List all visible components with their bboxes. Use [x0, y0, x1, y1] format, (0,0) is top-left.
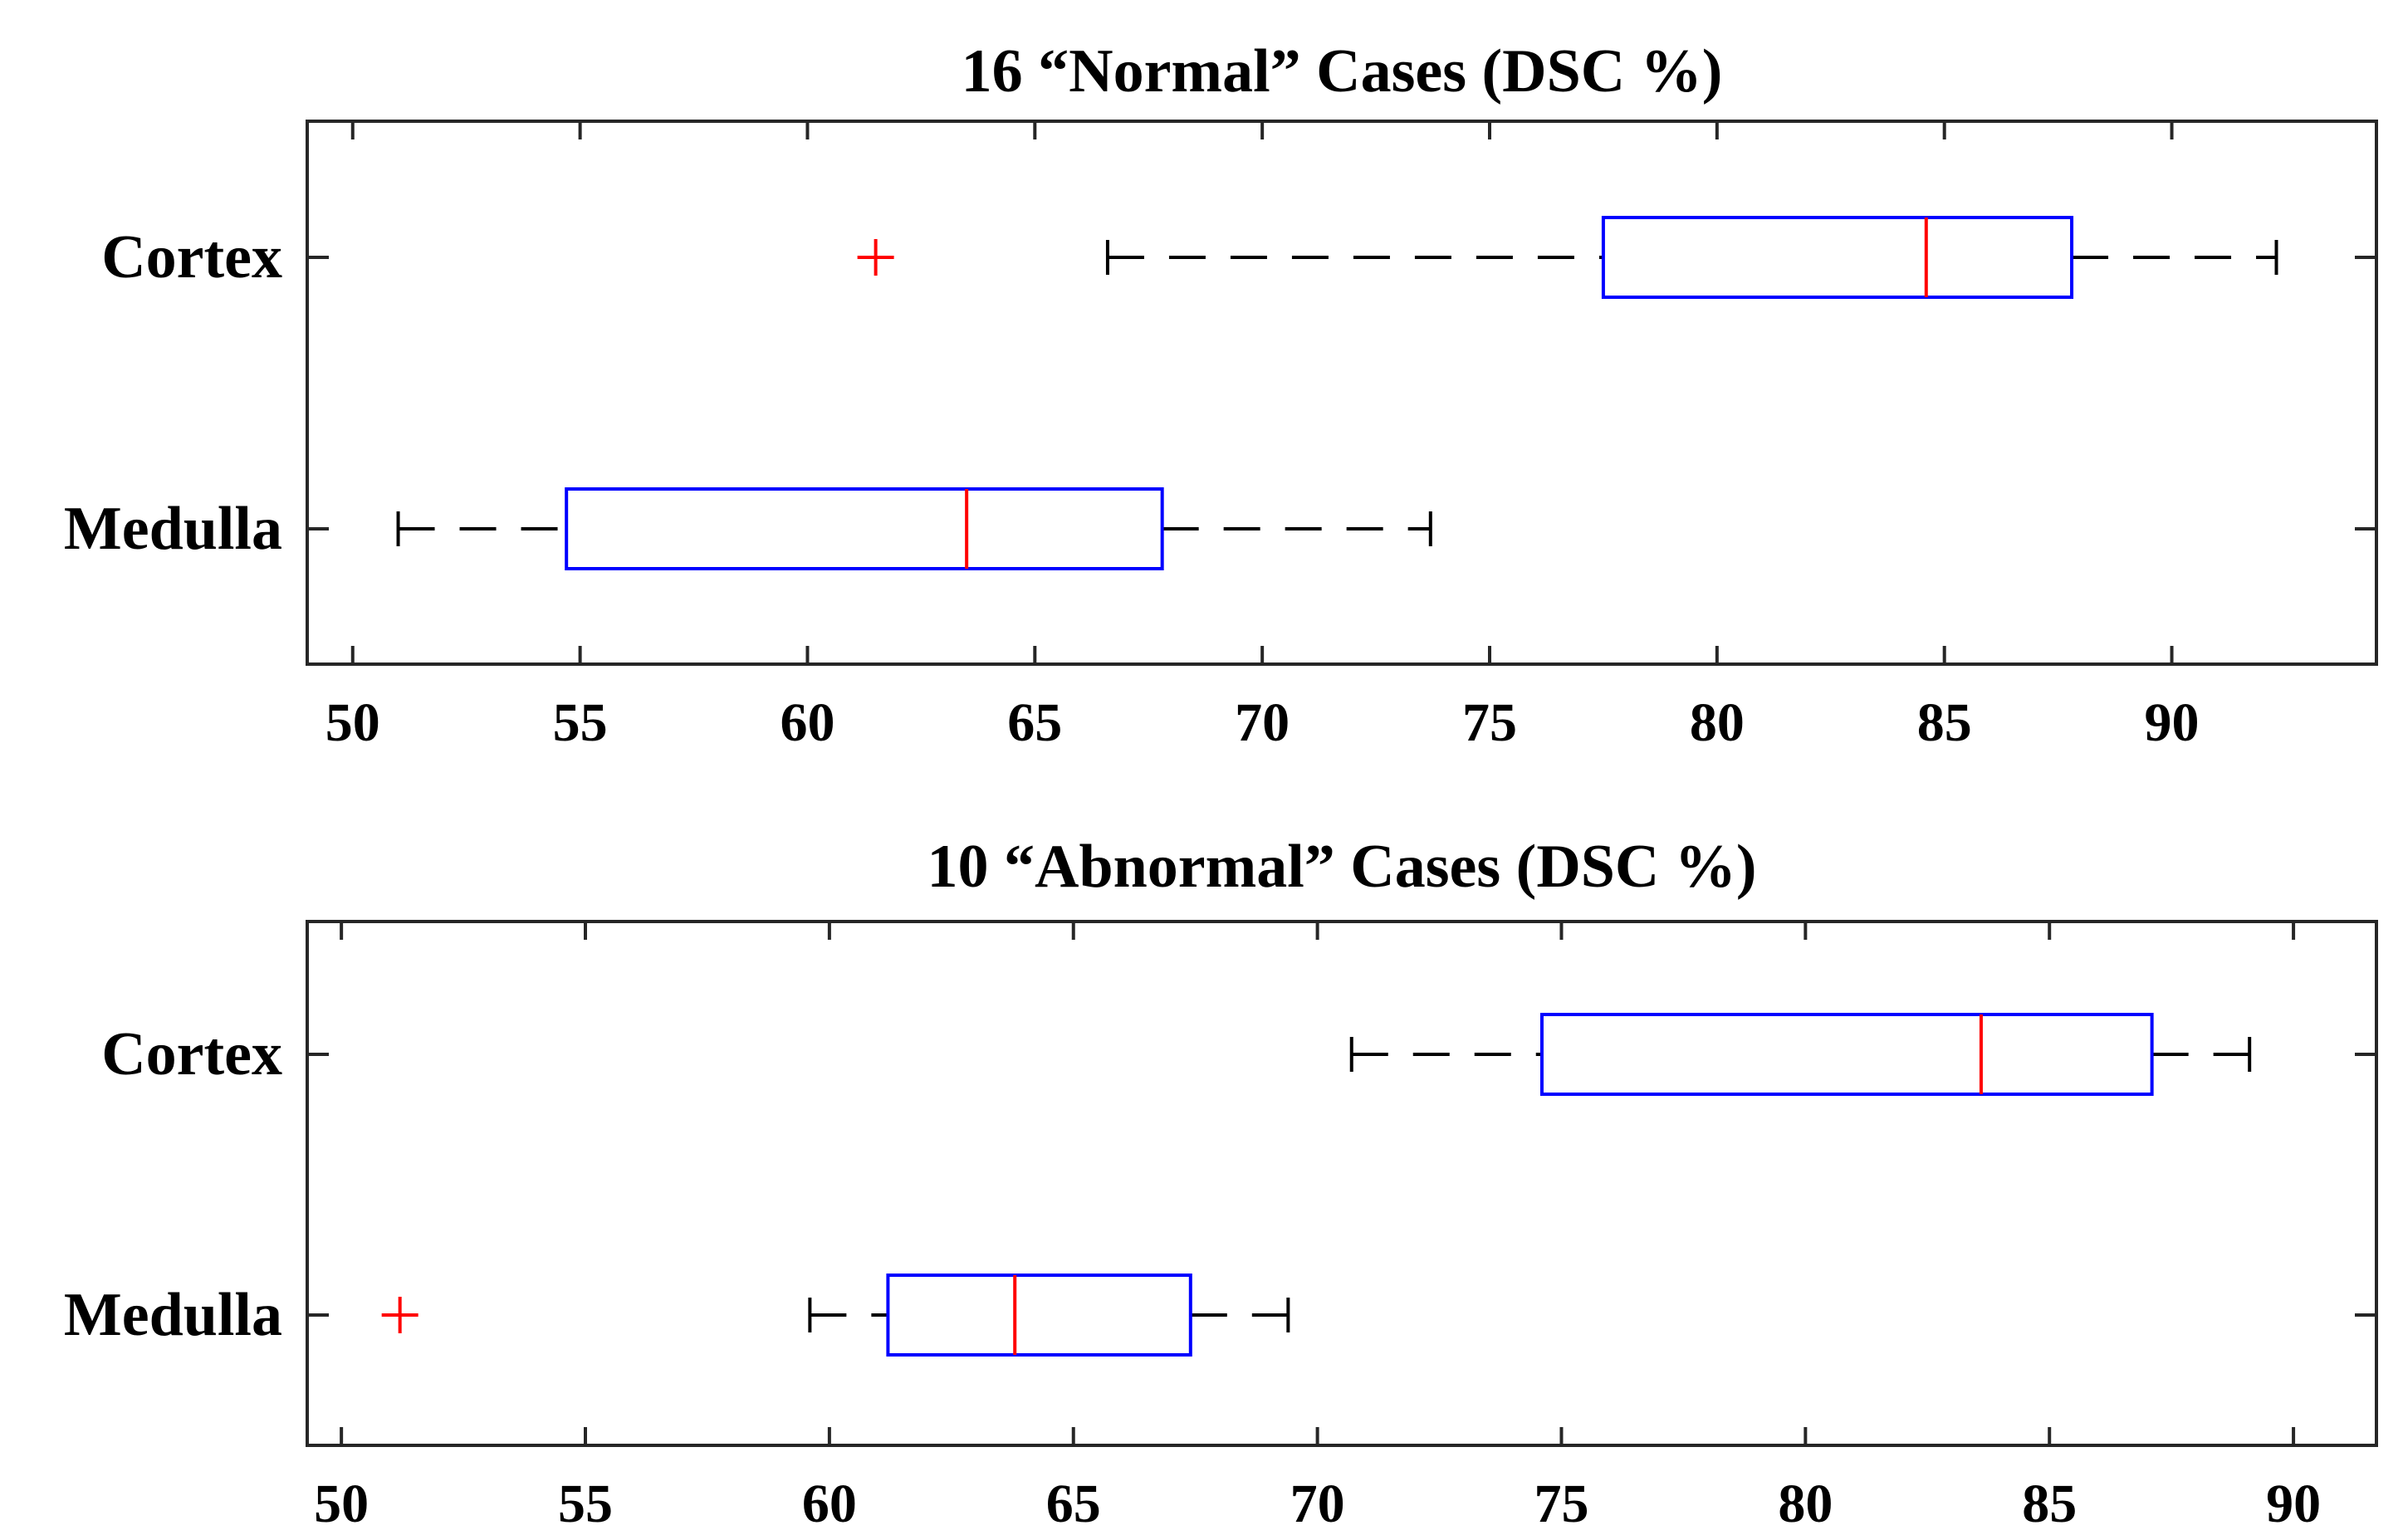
x-tick-label: 90 — [2145, 692, 2200, 753]
cortex-box — [1601, 216, 2074, 299]
normal-cases-panel: 16 “Normal” Cases (DSC %) 50 55 60 65 70 75 80 8… — [64, 37, 2378, 753]
category-label-cortex: Cortex — [101, 1020, 282, 1088]
chart-title: 16 “Normal” Cases (DSC %) — [962, 37, 1723, 105]
x-tick-label: 70 — [1235, 692, 1290, 753]
x-tick-label: 55 — [558, 1474, 613, 1534]
medulla-outlier-marker — [381, 1297, 418, 1333]
x-tick-label: 50 — [314, 1474, 369, 1534]
plot-frame — [306, 920, 2378, 1447]
x-tick-label: 85 — [1917, 692, 1972, 753]
x-tick-label: 60 — [780, 692, 834, 753]
medulla-box — [886, 1274, 1192, 1357]
plot-frame — [306, 120, 2378, 666]
x-tick-label: 55 — [553, 692, 608, 753]
abnormal-cases-panel: 10 “Abnormal” Cases (DSC %) 50 55 60 65 70 75 8… — [64, 833, 2378, 1534]
x-tick-label: 50 — [325, 692, 380, 753]
x-tick-label: 65 — [1046, 1474, 1101, 1534]
cortex-outlier-marker — [857, 239, 894, 276]
x-tick-label: 70 — [1290, 1474, 1345, 1534]
x-tick-label: 85 — [2022, 1474, 2077, 1534]
x-tick-label: 60 — [802, 1474, 857, 1534]
chart-title: 10 “Abnormal” Cases (DSC %) — [927, 833, 1757, 901]
x-tick-label: 90 — [2266, 1474, 2321, 1534]
cortex-box — [1539, 1013, 2154, 1096]
category-label-cortex: Cortex — [101, 223, 282, 291]
x-tick-label: 75 — [1534, 1474, 1588, 1534]
medulla-box — [565, 487, 1164, 570]
category-label-medulla: Medulla — [64, 1281, 282, 1349]
x-tick-label: 80 — [1690, 692, 1745, 753]
category-label-medulla: Medulla — [64, 495, 282, 563]
x-tick-label: 80 — [1778, 1474, 1833, 1534]
x-tick-label: 75 — [1462, 692, 1517, 753]
x-tick-label: 65 — [1007, 692, 1062, 753]
